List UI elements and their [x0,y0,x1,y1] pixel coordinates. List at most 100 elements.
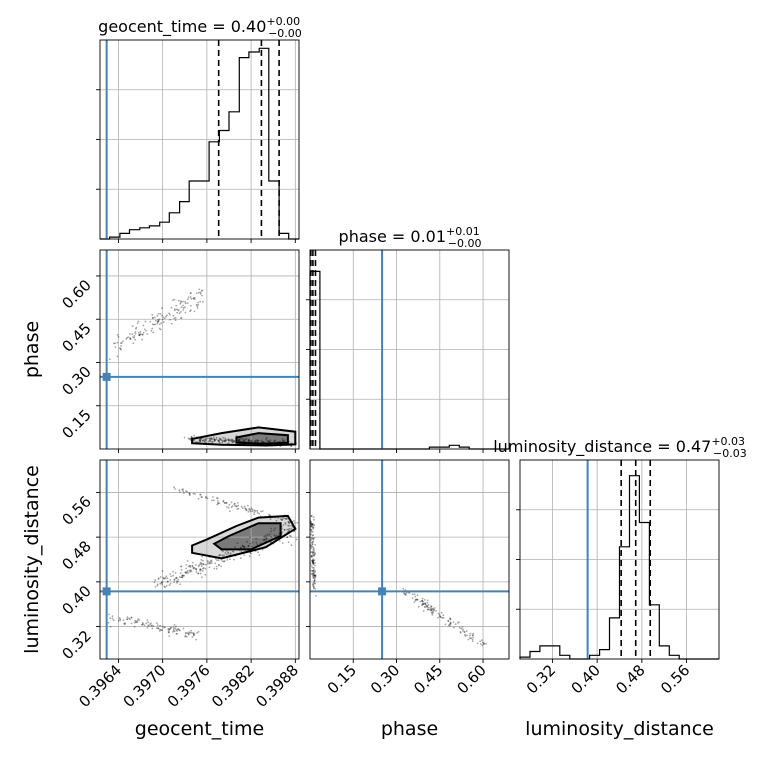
sample-point [312,571,315,573]
sample-point [238,439,241,442]
sample-point [222,436,225,439]
sample-point [310,539,313,541]
sample-point [172,626,175,629]
sample-point [168,584,171,586]
sample-point [199,563,202,565]
sample-point [433,607,436,609]
sample-point [215,567,218,570]
sample-point [131,333,134,336]
sample-point [416,594,419,596]
sample-point [147,624,150,627]
sample-point [312,566,315,569]
sample-point [213,567,216,570]
grid-layer [100,40,719,659]
sample-point [175,304,178,307]
title-minus: −0.03 [713,447,747,460]
sample-point [311,531,314,533]
sample-point [462,630,464,632]
title-minus: −0.00 [448,237,482,250]
sample-point [248,555,251,558]
sample-point [312,585,314,587]
sample-point [214,562,217,565]
sample-point [222,499,225,502]
sample-point [195,304,198,306]
sample-point [471,640,474,643]
sample-point [312,551,315,554]
sample-point [132,336,134,338]
sample-point [127,336,130,338]
sample-point [248,507,251,510]
sample-point [312,587,315,590]
sample-point [243,545,246,548]
sample-point [177,628,180,630]
sample-point [161,318,164,321]
sample-point [178,576,181,578]
sample-point [186,298,189,301]
sample-point [157,577,160,579]
sample-point [161,580,164,583]
sample-point [270,530,272,533]
sample-point [189,296,192,298]
sample-point [223,440,226,442]
sample-point [197,301,199,304]
title-equals: = [207,17,231,36]
sample-point [449,618,452,621]
sample-point [265,538,268,540]
sample-point [214,439,216,441]
sample-point [199,440,202,443]
sample-point [311,524,314,526]
sample-point [142,331,145,334]
title-median: 0.01 [410,227,446,246]
sample-point [135,620,138,623]
sample-point [154,316,156,319]
sample-point [274,439,276,442]
sample-point [189,310,191,313]
sample-point [281,440,284,443]
sample-point [189,304,192,307]
sample-point [174,319,177,322]
sample-point [426,599,429,602]
sample-point [247,439,250,442]
sample-point [421,600,424,602]
sample-point [192,567,195,570]
sample-point [129,333,131,335]
sample-point [430,611,433,614]
sample-point [432,607,435,610]
sample-point [314,575,317,578]
sample-point [200,565,203,567]
sample-point [224,552,227,554]
histogram-luminosity_distance [519,475,719,660]
sample-point [120,345,122,347]
sample-point [241,438,244,440]
title-plus: +0.01 [446,225,480,238]
sample-point [311,566,314,569]
sample-point [240,550,243,553]
sample-point [310,529,313,532]
sample-point [284,517,286,520]
sample-point [275,534,278,537]
sample-point [430,605,432,607]
sample-point [157,312,160,315]
sample-point [153,323,155,326]
sample-point [254,510,257,512]
sample-point [287,524,289,527]
sample-point [119,347,122,350]
sample-point [469,634,471,637]
sample-point [256,510,259,512]
sample-point [202,559,204,562]
sample-point [173,308,176,310]
sample-point [184,635,187,638]
tick-label: 0.32 [523,661,559,697]
sample-point [480,639,483,642]
sample-point [173,579,176,581]
sample-point [199,561,202,564]
sample-point [262,539,265,541]
sample-point [312,562,315,564]
sample-point [314,574,317,577]
sample-point [135,621,138,624]
sample-point [189,569,192,572]
sample-point [438,614,441,616]
sample-point [424,606,427,608]
sample-point [210,559,213,562]
sample-point [250,545,253,548]
